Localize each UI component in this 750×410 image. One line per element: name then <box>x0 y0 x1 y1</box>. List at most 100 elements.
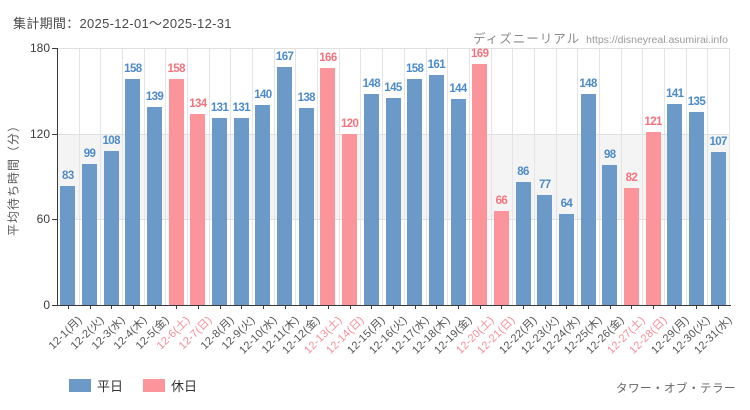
report-period-title: 集計期間：2025-12-01～2025-12-31 <box>13 16 232 31</box>
site-credit: ディズニーリアル https://disneyreal.asumirai.info <box>473 28 728 47</box>
y-tick-label: 120 <box>29 126 50 141</box>
bar-value-label: 135 <box>687 96 706 109</box>
x-tick-mark <box>653 305 655 309</box>
bar-value-label: 169 <box>471 47 489 60</box>
bar-12-18(木) <box>428 75 444 305</box>
vertical-gridline <box>338 48 340 305</box>
bar-12-11(木) <box>277 66 293 305</box>
x-tick-mark <box>371 305 373 309</box>
bar-value-label: 158 <box>124 63 142 76</box>
y-tick-label: 60 <box>36 212 50 227</box>
x-tick-mark <box>458 305 460 309</box>
legend-item-weekday[interactable]: 平日 <box>69 376 123 395</box>
vertical-gridline <box>490 48 492 305</box>
bar-12-2(火) <box>82 163 98 305</box>
vertical-gridline <box>598 48 600 305</box>
bar-12-3(水) <box>103 150 119 305</box>
bar-value-label: 86 <box>517 166 529 179</box>
bar-12-17(水) <box>407 79 423 305</box>
x-tick-mark <box>718 305 720 309</box>
bar-12-20(土) <box>472 63 488 305</box>
site-name: ディズニーリアル <box>473 32 581 46</box>
bar-value-label: 161 <box>427 59 446 72</box>
x-tick-mark <box>436 305 438 309</box>
x-tick-mark <box>631 305 633 309</box>
bar-value-label: 120 <box>340 117 359 130</box>
x-tick-mark <box>306 305 308 309</box>
x-tick-mark <box>132 305 134 309</box>
x-tick-mark <box>479 305 481 309</box>
vertical-gridline <box>252 48 254 305</box>
x-tick-mark <box>219 305 221 309</box>
bar-value-label: 83 <box>62 170 74 183</box>
bar-value-label: 121 <box>644 116 662 129</box>
vertical-gridline <box>685 48 687 305</box>
y-tick-mark <box>52 219 57 221</box>
vertical-gridline <box>122 48 124 305</box>
bar-12-13(土) <box>320 67 336 305</box>
vertical-gridline <box>577 48 579 305</box>
bar-value-label: 141 <box>666 87 684 100</box>
bar-12-24(水) <box>558 213 574 305</box>
bar-12-14(日) <box>342 133 358 305</box>
bar-12-7(日) <box>190 113 206 305</box>
legend-swatch-holiday <box>143 379 166 392</box>
vertical-gridline <box>382 48 384 305</box>
attraction-name: タワー・オブ・テラー <box>616 383 736 395</box>
y-tick-label: 180 <box>29 41 50 55</box>
x-tick-mark <box>67 305 69 309</box>
bar-12-9(火) <box>233 117 249 305</box>
bar-12-12(金) <box>298 107 314 305</box>
bar-12-6(土) <box>168 79 184 305</box>
y-axis-line <box>57 48 58 305</box>
vertical-gridline <box>143 48 145 305</box>
bar-12-30(火) <box>688 112 704 305</box>
bar-value-label: 158 <box>167 63 186 76</box>
bar-12-25(木) <box>580 93 596 305</box>
x-tick-mark <box>262 305 264 309</box>
y-tick-mark <box>52 305 57 306</box>
bar-value-label: 138 <box>297 91 316 104</box>
bar-12-15(月) <box>363 93 379 305</box>
bar-12-31(水) <box>710 152 726 305</box>
bar-12-1(月) <box>60 186 76 305</box>
y-tick-label: 0 <box>43 298 50 312</box>
bar-12-22(月) <box>515 182 531 305</box>
bar-value-label: 139 <box>145 90 164 103</box>
bar-value-label: 98 <box>603 149 616 162</box>
bar-value-label: 77 <box>538 179 551 192</box>
legend-item-holiday[interactable]: 休日 <box>143 376 197 395</box>
y-tick-mark <box>52 48 57 49</box>
legend-label-holiday: 休日 <box>171 379 198 394</box>
vertical-gridline <box>533 48 535 305</box>
vertical-gridline <box>403 48 405 305</box>
vertical-gridline <box>295 48 297 305</box>
bar-value-label: 134 <box>189 97 207 110</box>
bar-value-label: 64 <box>560 197 573 210</box>
x-tick-mark <box>327 305 329 309</box>
bar-value-label: 144 <box>449 83 467 96</box>
x-tick-mark <box>501 305 503 309</box>
x-tick-mark <box>674 305 676 309</box>
vertical-gridline <box>707 48 709 305</box>
vertical-gridline <box>208 48 210 305</box>
x-tick-mark <box>393 305 394 309</box>
vertical-gridline <box>447 48 449 305</box>
bar-12-8(月) <box>212 117 228 305</box>
bar-12-4(木) <box>125 79 141 305</box>
vertical-gridline <box>663 48 665 305</box>
vertical-gridline <box>468 48 470 305</box>
x-axis-line <box>57 305 731 306</box>
bar-value-label: 167 <box>275 50 294 63</box>
site-url-link[interactable]: https://disneyreal.asumirai.info <box>586 34 728 46</box>
horizontal-gridline <box>57 48 729 49</box>
vertical-gridline <box>187 48 189 305</box>
vertical-gridline <box>425 48 427 305</box>
bar-12-21(日) <box>493 210 509 305</box>
vertical-gridline <box>273 48 275 305</box>
bar-value-label: 131 <box>210 101 229 114</box>
x-tick-mark <box>414 305 416 309</box>
x-tick-mark <box>284 305 286 309</box>
bar-value-label: 107 <box>709 136 727 149</box>
